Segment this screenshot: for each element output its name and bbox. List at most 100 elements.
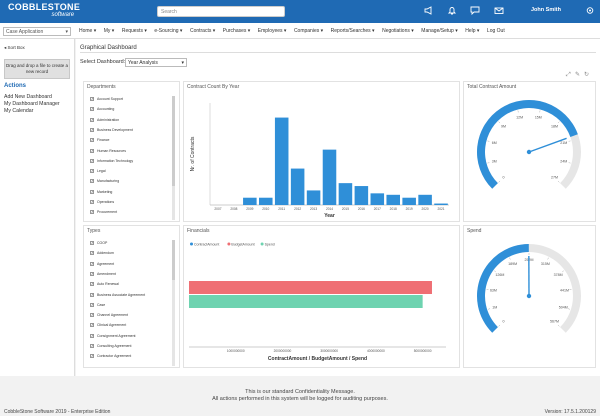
types-title: Types xyxy=(87,228,101,234)
bar-Spend xyxy=(189,295,423,308)
checkbox[interactable]: ✓ xyxy=(90,158,94,163)
checkbox[interactable]: ✓ xyxy=(90,271,94,276)
departments-scrollbar[interactable] xyxy=(172,96,175,186)
checkbox[interactable]: ✓ xyxy=(90,117,94,122)
legend-label: Spend xyxy=(265,242,275,246)
nav-logout[interactable]: Log Out xyxy=(486,28,505,34)
case-application-select[interactable]: Case Application ▾ xyxy=(3,27,71,36)
chevron-down-icon: ▾ xyxy=(181,60,184,66)
department-item[interactable]: ✓ Accounting xyxy=(90,107,114,112)
checkbox[interactable]: ✓ xyxy=(90,179,94,184)
type-item[interactable]: ✓ COOP xyxy=(90,241,107,245)
checkbox[interactable]: ✓ xyxy=(90,354,94,359)
refresh-icon[interactable]: ↻ xyxy=(584,72,590,78)
nav-requests[interactable]: Requests ▾ xyxy=(121,28,147,34)
department-item[interactable]: ✓ Human Resources xyxy=(90,148,126,153)
checkbox[interactable]: ✓ xyxy=(90,344,94,348)
department-item[interactable]: ✓ Administration xyxy=(90,117,119,122)
logo[interactable]: COBBLESTONE software xyxy=(8,3,80,19)
department-item[interactable]: ✓ Marketing xyxy=(90,189,112,194)
department-item[interactable]: ✓ Manufacturing xyxy=(90,179,120,184)
type-item[interactable]: ✓ Clinical Agreement xyxy=(90,323,126,328)
gauge-tick xyxy=(557,180,560,183)
checkbox[interactable]: ✓ xyxy=(90,200,94,204)
checkbox[interactable]: ✓ xyxy=(90,292,94,297)
action-calendar[interactable]: My Calendar xyxy=(4,108,34,114)
department-label: Manufacturing xyxy=(97,179,120,184)
department-item[interactable]: ✓ Operations xyxy=(90,200,114,204)
file-dropzone[interactable]: Drag and drop a file to create a new rec… xyxy=(4,59,70,79)
checkbox[interactable]: ✓ xyxy=(90,127,94,132)
nav-my[interactable]: My ▾ xyxy=(103,28,115,34)
user-name[interactable]: John Smith xyxy=(531,7,561,13)
type-item[interactable]: ✓ Amendment xyxy=(90,271,116,276)
checkbox[interactable]: ✓ xyxy=(90,323,94,328)
bell-icon[interactable] xyxy=(446,6,458,17)
chat-icon[interactable] xyxy=(469,6,481,17)
type-item[interactable]: ✓ Addendum xyxy=(90,251,114,256)
checkbox[interactable]: ✓ xyxy=(90,97,94,101)
checkbox[interactable]: ✓ xyxy=(90,261,94,266)
nav-contracts[interactable]: Contracts ▾ xyxy=(189,28,216,34)
checkbox[interactable]: ✓ xyxy=(90,333,94,338)
checkbox[interactable]: ✓ xyxy=(90,241,94,245)
gauge-tick xyxy=(498,324,501,327)
legend-label: BudgetAmount xyxy=(231,242,254,246)
department-item[interactable]: ✓ Account Support xyxy=(90,97,123,101)
resize-icon[interactable]: ⤢ xyxy=(566,72,571,78)
megaphone-icon[interactable] xyxy=(423,6,435,17)
total-contract-gauge: 0 3M 6M 9M 12M 15M 18M 21M 24M 27M xyxy=(477,100,581,189)
type-item[interactable]: ✓ Agreement xyxy=(90,261,114,266)
x-tick-label: 2000000000 xyxy=(274,349,292,353)
action-dashboard-manager[interactable]: My Dashboard Manager xyxy=(4,101,60,107)
checkbox[interactable]: ✓ xyxy=(90,210,94,215)
department-item[interactable]: ✓ Business Development xyxy=(90,127,133,132)
nav-home[interactable]: Home ▾ xyxy=(79,28,97,34)
type-item[interactable]: ✓ Contractor Agreement xyxy=(90,354,131,359)
checkbox[interactable]: ✓ xyxy=(90,302,94,307)
nav-manage-setup[interactable]: Manage/Setup ▾ xyxy=(421,28,458,34)
department-item[interactable]: ✓ Finance xyxy=(90,138,109,143)
type-item[interactable]: ✓ Channel Agreement xyxy=(90,313,128,318)
bar-BudgetAmount xyxy=(189,281,432,294)
nav-reports[interactable]: Reports/Searches ▾ xyxy=(330,28,375,34)
type-item[interactable]: ✓ Case xyxy=(90,302,105,307)
x-tick-label: 2016 xyxy=(358,207,365,211)
type-item[interactable]: ✓ Auto Renewal xyxy=(90,282,119,287)
type-item[interactable]: ✓ Business Associate Agreement xyxy=(90,292,145,297)
checkbox[interactable]: ✓ xyxy=(90,169,94,174)
checkbox[interactable]: ✓ xyxy=(90,107,94,112)
footer: This is our standard Confidentiality Mes… xyxy=(0,376,600,416)
checkbox[interactable]: ✓ xyxy=(90,148,94,153)
type-item[interactable]: ✓ Consulting Agreement xyxy=(90,344,131,348)
nav-companies[interactable]: Companies ▾ xyxy=(293,28,324,34)
mail-icon[interactable] xyxy=(493,6,505,17)
contract-count-chart: 2007 2008 2009 2010 2011 2012 2013 2014 2015 2016… xyxy=(190,103,449,219)
checkbox[interactable]: ✓ xyxy=(90,313,94,318)
search-input[interactable]: Search xyxy=(157,6,285,17)
action-add-dashboard[interactable]: Add New Dashboard xyxy=(4,94,52,100)
department-item[interactable]: ✓ Information Technology xyxy=(90,158,133,163)
nav-negotiations[interactable]: Negotiations ▾ xyxy=(382,28,414,34)
checkbox[interactable]: ✓ xyxy=(90,251,94,256)
legend-swatch xyxy=(227,242,231,246)
checkbox[interactable]: ✓ xyxy=(90,282,94,287)
checkbox[interactable]: ✓ xyxy=(90,138,94,143)
department-item[interactable]: ✓ Procurement xyxy=(90,210,117,215)
nav-purchases[interactable]: Purchases ▾ xyxy=(222,28,251,34)
gauge-fill xyxy=(477,100,578,189)
title-divider xyxy=(80,52,596,53)
nav-help[interactable]: Help ▾ xyxy=(465,28,480,34)
types-scrollbar[interactable] xyxy=(172,240,175,280)
sidebar-toggle[interactable]: ◂ Sort Box xyxy=(4,45,25,50)
checkbox[interactable]: ✓ xyxy=(90,189,94,194)
edit-icon[interactable]: ✎ xyxy=(575,72,581,78)
gear-icon[interactable] xyxy=(584,6,596,17)
nav-employees[interactable]: Employees ▾ xyxy=(257,28,287,34)
nav-esourcing[interactable]: e-Sourcing ▾ xyxy=(154,28,183,34)
dashboard-select[interactable]: Year Analysis ▾ xyxy=(125,58,187,67)
type-item[interactable]: ✓ Consignment Agreement xyxy=(90,333,136,338)
department-item[interactable]: ✓ Legal xyxy=(90,169,106,174)
x-tick-label: 2019 xyxy=(406,207,413,211)
types-scroll-track[interactable] xyxy=(172,240,175,366)
